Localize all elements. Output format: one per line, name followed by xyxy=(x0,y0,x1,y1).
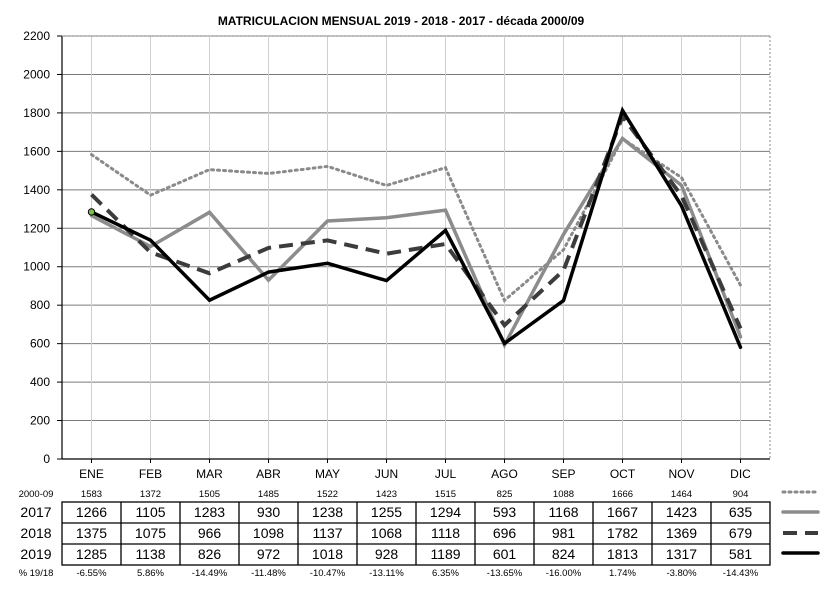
table-cell: 966 xyxy=(198,525,222,541)
y-tick-label: 1400 xyxy=(23,183,50,197)
table-cell: 1464 xyxy=(671,489,692,500)
table-cell: 696 xyxy=(493,525,517,541)
pct-cell: 5.86% xyxy=(137,568,164,579)
table-cell: 1098 xyxy=(253,525,284,541)
chart-title: MATRICULACION MENSUAL 2019 - 2018 - 2017… xyxy=(218,14,585,28)
table-cell: 1168 xyxy=(548,504,578,520)
table-cell: 1285 xyxy=(76,546,107,562)
x-tick-label: SEP xyxy=(551,467,575,481)
table-row-label: 2019 xyxy=(20,546,51,562)
table-cell: 1369 xyxy=(666,525,697,541)
pct-cell: 6.35% xyxy=(432,568,459,579)
table-cell: 1375 xyxy=(76,525,107,541)
table-cell: 635 xyxy=(729,504,753,520)
y-tick-label: 1800 xyxy=(23,106,50,120)
x-tick-label: OCT xyxy=(610,467,636,481)
table-cell: 1317 xyxy=(666,546,697,562)
pct-cell: -6.55% xyxy=(76,568,107,579)
table-cell: 904 xyxy=(733,489,749,500)
table-cell: 1266 xyxy=(76,504,107,520)
table-cell: 981 xyxy=(552,525,576,541)
y-tick-label: 2000 xyxy=(23,67,50,81)
series-line-2017 xyxy=(89,135,743,350)
table-cell: 1018 xyxy=(312,546,343,562)
series-line-2018 xyxy=(90,112,743,330)
pct-cell: -14.43% xyxy=(723,568,759,579)
series-point-2019-ENE xyxy=(87,208,96,216)
table-cell: 1118 xyxy=(431,525,460,541)
table-row-label: 2018 xyxy=(20,525,51,541)
table-cell: 593 xyxy=(493,504,517,520)
pct-cell: -14.49% xyxy=(192,568,228,579)
x-tick-label: MAY xyxy=(315,467,340,481)
table-cell: 1423 xyxy=(666,504,697,520)
table-cell: 1138 xyxy=(135,546,165,562)
table-cell: 1423 xyxy=(376,489,397,500)
table-row-label: 2017 xyxy=(20,504,51,520)
series-line-2000-09 xyxy=(90,136,742,303)
x-tick-label: NOV xyxy=(668,467,694,481)
table-cell: 1667 xyxy=(607,504,638,520)
axes: 0 200 400 600 800 1000 1200 1400 1600 1800 2000 220… xyxy=(23,29,771,481)
table-cell: 1522 xyxy=(317,489,338,500)
table-cell: 1782 xyxy=(607,525,638,541)
table-cell: 930 xyxy=(257,504,281,520)
table-cell: 1075 xyxy=(135,525,166,541)
y-tick-label: 400 xyxy=(30,375,50,389)
table-cell: 1255 xyxy=(371,504,402,520)
x-tick-label: DIC xyxy=(730,467,751,481)
table-cell: 1189 xyxy=(430,546,460,562)
pct-cell: -13.11% xyxy=(369,568,404,579)
series-lines xyxy=(87,106,743,350)
table-cell: 826 xyxy=(198,546,222,562)
table-cell: 581 xyxy=(729,546,753,562)
table-row-label: 2000-09 xyxy=(19,489,54,500)
table-cell: 1283 xyxy=(194,504,225,520)
data-table: 2000-09 1583 1372 1505 1485 1522 1423 1515 825 10… xyxy=(19,489,820,579)
table-cell: 1515 xyxy=(435,489,456,500)
table-cell: 1088 xyxy=(553,489,574,500)
x-tick-label: MAR xyxy=(196,467,223,481)
x-tick-label: JUL xyxy=(435,467,457,481)
table-cell: 1813 xyxy=(607,546,638,562)
y-tick-label: 1200 xyxy=(23,221,50,235)
table-cell: 1372 xyxy=(140,489,161,500)
series-line-2019 xyxy=(89,106,743,350)
y-tick-label: 200 xyxy=(30,414,50,428)
pct-cell: -10.47% xyxy=(310,568,346,579)
table-cell: 1105 xyxy=(135,504,165,520)
table-cell: 1068 xyxy=(371,525,402,541)
table-cell: 1294 xyxy=(430,504,461,520)
y-tick-label: 2200 xyxy=(23,29,50,43)
pct-cell: -3.80% xyxy=(666,568,697,579)
x-tick-label: ENE xyxy=(79,467,104,481)
pct-cell: -13.65% xyxy=(487,568,523,579)
pct-cell: 1.74% xyxy=(609,568,636,579)
pct-row-label: % 19/18 xyxy=(19,568,54,579)
pct-cell: -16.00% xyxy=(546,568,582,579)
table-cell: 928 xyxy=(375,546,399,562)
x-tick-label: ABR xyxy=(256,467,281,481)
table-cell: 824 xyxy=(552,546,576,562)
table-cell: 1666 xyxy=(612,489,633,500)
table-cell: 601 xyxy=(493,546,517,562)
table-cell: 972 xyxy=(257,546,281,562)
x-tick-label: FEB xyxy=(139,467,162,481)
x-tick-label: JUN xyxy=(375,467,398,481)
table-cell: 679 xyxy=(729,525,753,541)
table-cell: 1583 xyxy=(81,489,102,500)
table-cell: 825 xyxy=(497,489,513,500)
y-tick-label: 0 xyxy=(43,452,50,466)
x-tick-label: AGO xyxy=(491,467,518,481)
pct-cell: -11.48% xyxy=(251,568,286,579)
y-tick-label: 600 xyxy=(30,337,50,351)
table-cell: 1137 xyxy=(312,525,342,541)
table-cell: 1238 xyxy=(312,504,343,520)
y-tick-label: 1600 xyxy=(23,144,50,158)
y-tick-label: 1000 xyxy=(23,260,50,274)
table-cell: 1505 xyxy=(199,489,220,500)
y-tick-label: 800 xyxy=(30,298,50,312)
table-cell: 1485 xyxy=(258,489,279,500)
